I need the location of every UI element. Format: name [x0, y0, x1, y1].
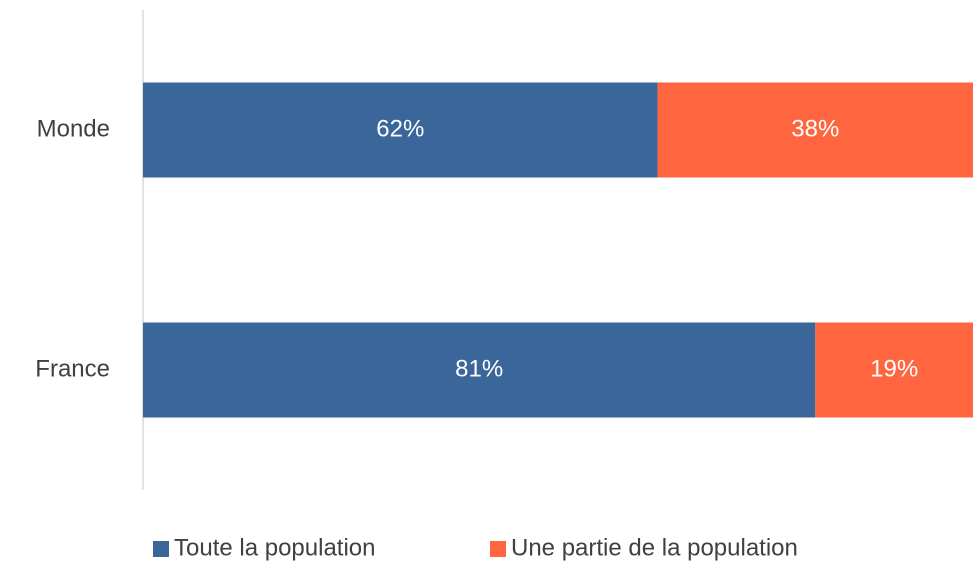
- bar-segment: [143, 82, 658, 178]
- data-label: 38%: [791, 115, 839, 142]
- legend-swatch: [153, 541, 169, 557]
- bar-segment: [143, 322, 816, 418]
- bar-segment: [657, 82, 973, 178]
- bar-segment: [815, 322, 973, 418]
- legend-swatch: [490, 541, 506, 557]
- data-label: 62%: [376, 115, 424, 142]
- y-tick-label: France: [35, 355, 110, 382]
- legend-label: Toute la population: [174, 534, 376, 561]
- data-label: 81%: [455, 355, 503, 382]
- legend-label: Une partie de la population: [511, 534, 798, 561]
- data-label: 19%: [870, 355, 918, 382]
- y-tick-label: Monde: [37, 115, 110, 142]
